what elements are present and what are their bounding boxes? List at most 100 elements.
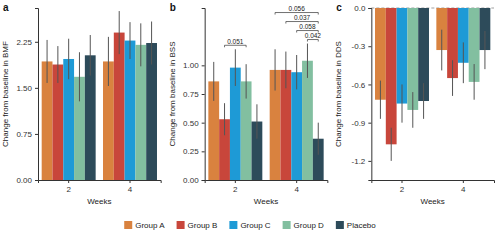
error-bar — [108, 37, 109, 86]
bar — [302, 61, 313, 180]
x-axis: 24 — [39, 180, 162, 194]
bar — [114, 33, 125, 180]
legend-swatch — [229, 221, 237, 229]
y-tick-mark — [202, 94, 205, 95]
x-axis: 24 — [205, 180, 328, 194]
x-tick-label: 2 — [400, 185, 405, 194]
y-axis-title: Change from baseline in BSS — [168, 42, 177, 147]
y-tick-label: 0.75 — [183, 90, 199, 99]
error-bar — [140, 23, 141, 66]
error-bar — [246, 64, 247, 98]
y-tick-label: 0.00 — [16, 176, 32, 185]
y-tick: -0.9 — [352, 119, 372, 128]
y-tick-mark — [35, 88, 38, 89]
error-bar — [423, 83, 424, 119]
annotation: 0.058 — [299, 23, 316, 30]
x-tick-label: 4 — [461, 185, 466, 194]
bracket — [307, 40, 318, 42]
annotation: 0.042 — [305, 32, 322, 39]
annotation: 0.037 — [294, 14, 311, 21]
y-tick: 0.00 — [16, 176, 38, 185]
error-bar — [119, 11, 120, 54]
error-bar — [452, 60, 453, 96]
panel-label: b — [170, 2, 176, 13]
y-tick-label: 1.50 — [16, 84, 32, 93]
x-tick-label: 4 — [294, 185, 299, 194]
bar — [125, 41, 136, 180]
error-bar — [224, 103, 225, 135]
y-tick-mark — [35, 134, 38, 135]
y-tick-mark — [368, 161, 371, 162]
legend-swatch — [124, 221, 132, 229]
y-tick-mark — [202, 151, 205, 152]
y-tick: 0.25 — [183, 147, 205, 156]
x-tick: 2 — [233, 180, 238, 194]
error-bar — [130, 22, 131, 59]
y-tick-label: -1.2 — [352, 157, 366, 166]
legend-item: Group B — [177, 221, 218, 230]
x-tick-mark — [402, 180, 403, 183]
y-tick: 1.00 — [183, 61, 205, 70]
y-tick: 0.75 — [16, 130, 38, 139]
x-tick: 2 — [66, 180, 71, 194]
figure: 0.000.751.502.2524WeeksChange from basel… — [0, 0, 500, 233]
y-axis-line — [35, 9, 39, 181]
x-tick: 4 — [128, 180, 133, 194]
y-axis-title: Change from baseline in BMF — [1, 41, 10, 147]
x-axis-line — [205, 181, 328, 184]
error-bar — [275, 49, 276, 90]
error-bar — [484, 31, 485, 69]
y-tick: 0.75 — [183, 90, 205, 99]
x-axis-title: Weeks — [254, 197, 278, 206]
error-bar — [235, 49, 236, 86]
y-tick: -0.3 — [352, 42, 372, 51]
x-tick: 4 — [294, 180, 299, 194]
error-bar — [90, 35, 91, 76]
annotation: 0.056 — [289, 5, 306, 12]
y-tick: 2.25 — [16, 38, 38, 47]
error-bar — [391, 128, 392, 161]
legend-item: Placebo — [336, 221, 376, 230]
error-bar — [296, 55, 297, 89]
x-tick: 4 — [461, 180, 466, 194]
x-axis-line — [39, 181, 162, 184]
error-bar — [402, 84, 403, 122]
error-bar — [285, 52, 286, 89]
legend-item: Group C — [229, 221, 270, 230]
x-tick-mark — [130, 180, 131, 183]
y-tick: 0.50 — [183, 119, 205, 128]
error-bar — [47, 40, 48, 83]
y-tick: 0.0 — [354, 4, 371, 13]
annotation: 0.051 — [227, 38, 244, 45]
y-tick-mark — [202, 65, 205, 66]
legend-label: Placebo — [347, 221, 376, 230]
y-tick: -0.6 — [352, 81, 372, 90]
panel: -1.2-0.9-0.6-0.30.024WeeksChange from ba… — [334, 2, 494, 206]
y-tick-mark — [368, 84, 371, 85]
marks — [375, 8, 490, 161]
y-tick: -1.2 — [352, 157, 372, 166]
y-tick: 0.00 — [183, 176, 205, 185]
panel: 0.000.250.500.751.0024WeeksChange from b… — [168, 2, 328, 206]
bracket — [225, 45, 247, 47]
error-bar — [213, 62, 214, 101]
error-bar — [79, 52, 80, 101]
y-axis: 0.00 0.75 1.50 2.25 — [16, 9, 38, 186]
legend-label: Group C — [240, 221, 270, 230]
y-tick-mark — [368, 123, 371, 124]
y-tick-label: -0.3 — [352, 42, 366, 51]
legend-label: Group A — [135, 221, 165, 230]
error-bar — [151, 22, 152, 65]
y-tick-label: 2.25 — [16, 38, 32, 47]
legend: Group A Group B Group C Group D Placebo — [124, 221, 376, 230]
y-tick: 1.50 — [16, 84, 38, 93]
marks — [42, 11, 157, 180]
error-bar — [412, 92, 413, 128]
legend-label: Group B — [188, 221, 218, 230]
bar — [386, 8, 397, 144]
error-bar — [441, 30, 442, 71]
legend-label: Group D — [294, 221, 324, 230]
x-tick-label: 4 — [128, 185, 133, 194]
y-tick-mark — [202, 180, 205, 181]
error-bar — [256, 104, 257, 138]
